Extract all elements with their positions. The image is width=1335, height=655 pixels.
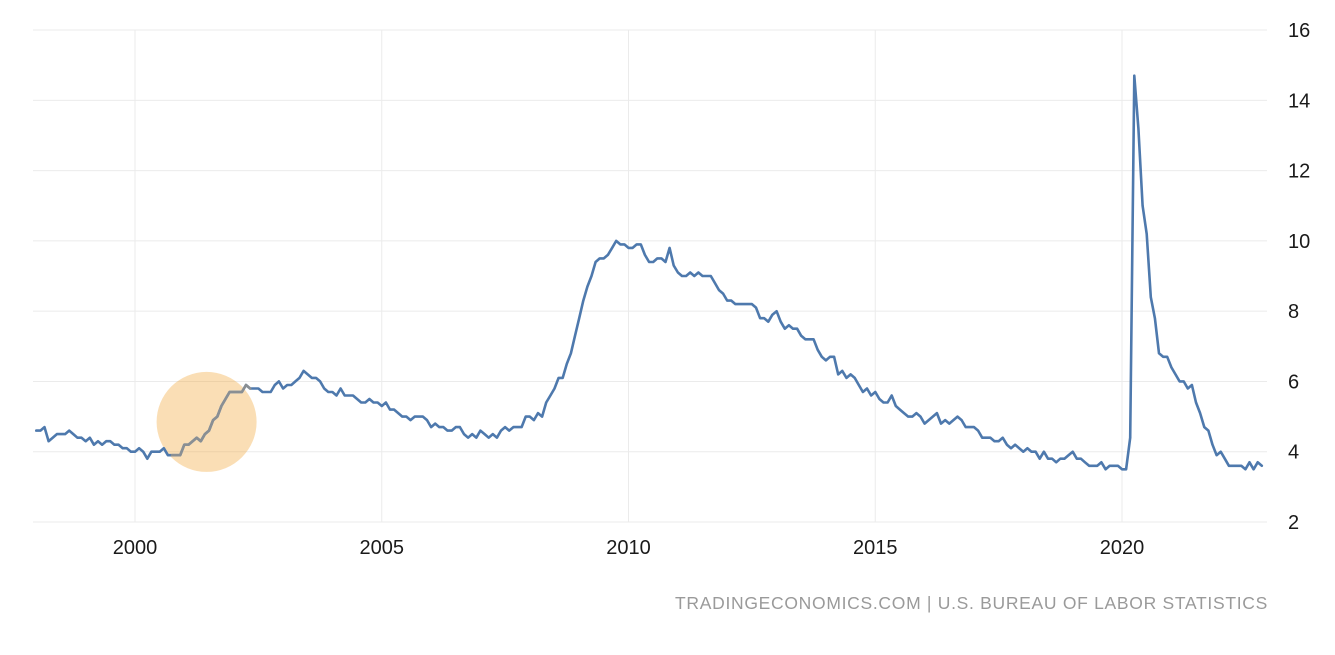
y-tick-label: 2 (1288, 512, 1299, 534)
y-axis-labels: 2 4 6 8 10 12 14 16 (1288, 20, 1310, 534)
y-tick-label: 16 (1288, 20, 1310, 42)
y-tick-label: 10 (1288, 231, 1310, 253)
highlighted-line-segment (170, 383, 252, 457)
highlight-circle (156, 371, 257, 472)
y-tick-label: 14 (1288, 90, 1310, 112)
x-tick-label: 2020 (1100, 537, 1145, 559)
source-attribution: TRADINGECONOMICS.COM | U.S. BUREAU OF LA… (675, 593, 1268, 613)
series-layer (35, 74, 1264, 471)
highlight-circle-layer (156, 371, 257, 472)
y-tick-label: 12 (1288, 161, 1310, 183)
x-tick-label: 2000 (113, 537, 158, 559)
y-tick-label: 6 (1288, 371, 1299, 393)
x-axis-labels: 2000 2005 2010 2015 2020 (113, 537, 1145, 559)
x-tick-label: 2010 (606, 537, 651, 559)
gridlines (33, 29, 1267, 523)
y-tick-label: 4 (1288, 442, 1299, 464)
x-tick-label: 2015 (853, 537, 898, 559)
y-tick-label: 8 (1288, 301, 1299, 323)
x-tick-label: 2005 (360, 537, 405, 559)
